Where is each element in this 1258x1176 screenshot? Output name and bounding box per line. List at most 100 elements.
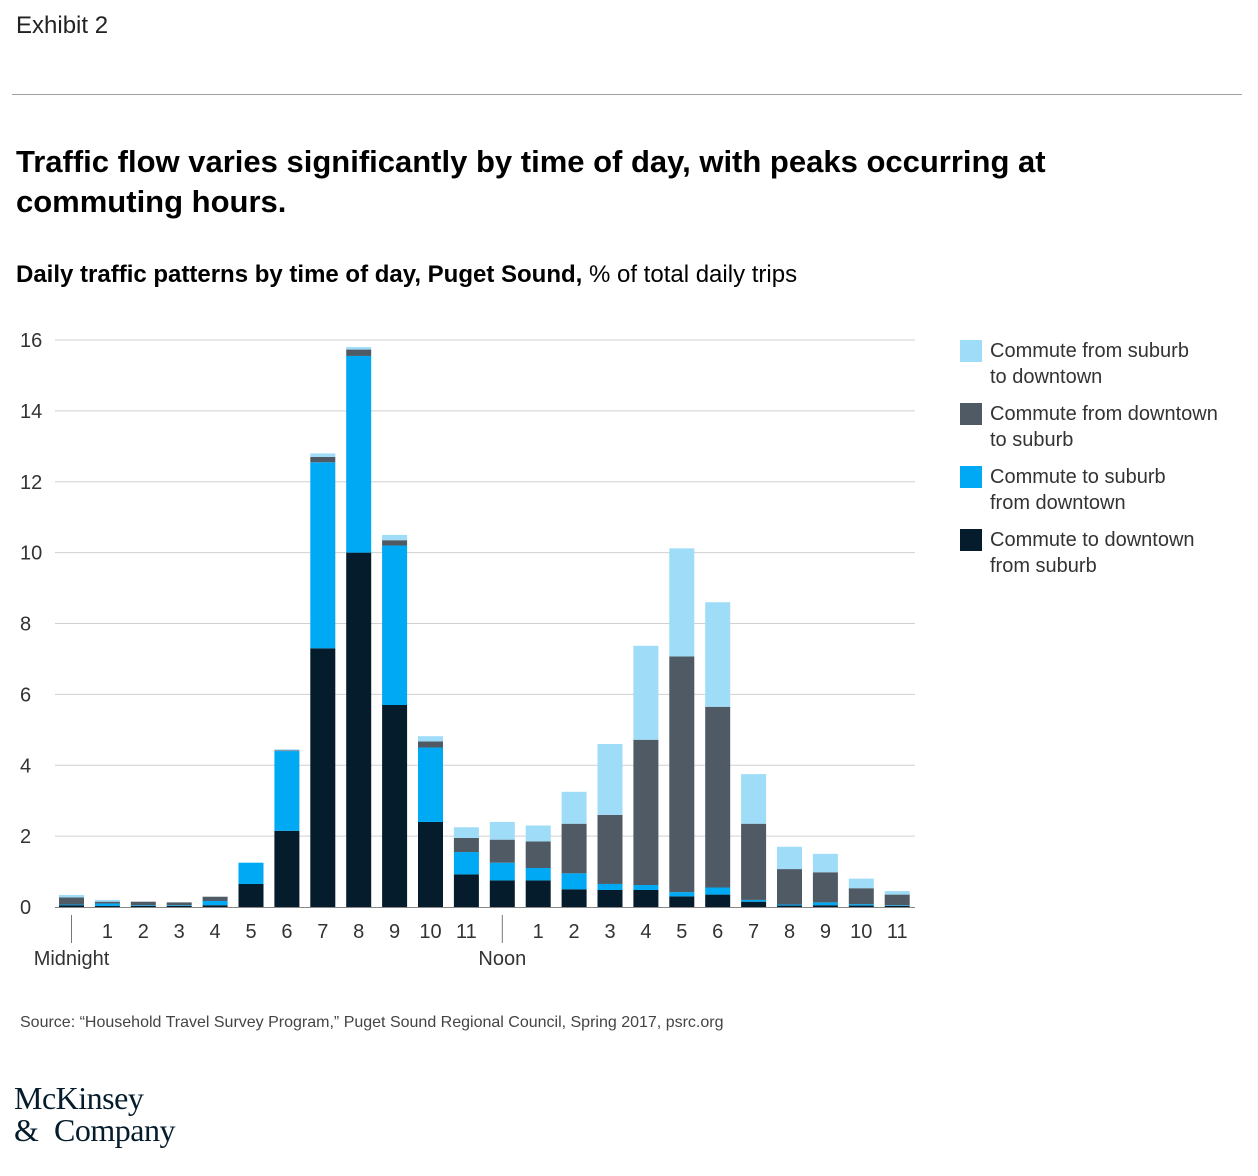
logo-line-2: Company [54, 1112, 175, 1148]
x-tick-label-21: 9 [820, 921, 831, 943]
bar-from_downtown-8 [346, 349, 372, 356]
exhibit-label: Exhibit 2 [16, 12, 109, 39]
x-tick-label-9: 9 [389, 921, 400, 943]
legend-item-to-downtown: Commute to downtown from suburb [960, 527, 1250, 579]
y-tick-label-16: 16 [20, 330, 42, 352]
bar-to_suburb-13 [525, 868, 551, 881]
bar-from_suburb-23 [884, 891, 910, 895]
bar-to_downtown-19 [741, 901, 767, 907]
legend-swatch-from-suburb [960, 340, 982, 362]
x-tick-label-11: 11 [456, 921, 477, 943]
x-tick-label-16: 4 [640, 921, 651, 943]
bar-from_downtown-9 [382, 540, 408, 546]
logo-line-1: McKinsey [14, 1080, 144, 1116]
bar-from_suburb-8 [346, 347, 372, 350]
bar-from_suburb-7 [310, 453, 336, 457]
y-tick-label-0: 0 [20, 897, 31, 919]
bar-from_downtown-21 [812, 872, 838, 903]
bar-from_suburb-9 [382, 534, 408, 541]
bar-to_downtown-2 [130, 905, 156, 907]
bar-to_suburb-17 [669, 892, 695, 897]
bar-to_suburb-5 [238, 862, 264, 884]
bar-to_suburb-3 [166, 905, 192, 906]
legend-label-to-suburb: Commute to suburb from downtown [990, 466, 1166, 514]
legend-swatch-to-downtown [960, 529, 982, 551]
bar-to_downtown-4 [202, 905, 228, 907]
bar-to_suburb-19 [741, 899, 767, 902]
bar-to_suburb-0 [59, 904, 84, 906]
bar-from_downtown-1 [94, 901, 120, 904]
bar-to_suburb-7 [310, 462, 336, 649]
y-tick-label-14: 14 [20, 401, 42, 423]
x-tick-label-4: 4 [210, 921, 221, 943]
bar-from_downtown-6 [274, 750, 300, 752]
bar-from_suburb-1 [94, 899, 120, 902]
bar-from_suburb-15 [597, 743, 623, 815]
grid-layer [55, 339, 915, 837]
bar-from_suburb-13 [525, 825, 551, 842]
bar-to_downtown-7 [310, 648, 336, 907]
x-tick-label-19: 7 [748, 921, 759, 943]
bar-to_downtown-21 [812, 905, 838, 907]
bar-to_downtown-11 [453, 874, 479, 907]
bar-from_suburb-10 [418, 736, 443, 742]
bar-from_downtown-2 [130, 901, 156, 906]
x-tick-label-3: 3 [174, 921, 185, 943]
bar-from_suburb-6 [274, 749, 300, 751]
bar-from_suburb-19 [741, 774, 767, 824]
bar-to_downtown-17 [669, 896, 695, 907]
y-tick-label-6: 6 [20, 684, 31, 706]
bar-to_downtown-23 [884, 905, 910, 907]
chart-headline: Traffic flow varies significantly by tim… [16, 144, 1046, 219]
bar-to_downtown-10 [418, 821, 443, 907]
bar-to_downtown-15 [597, 889, 623, 907]
bar-to_suburb-1 [94, 903, 120, 906]
bar-from_suburb-18 [705, 602, 731, 707]
bar-to_downtown-9 [382, 705, 408, 907]
mckinsey-logo: McKinsey & Company [14, 1082, 175, 1146]
bar-from_suburb-16 [633, 645, 659, 740]
bar-to_downtown-16 [633, 889, 659, 907]
bar-layer [59, 347, 910, 907]
x-tick-label-2: 2 [138, 921, 149, 943]
bar-to_suburb-6 [274, 751, 300, 831]
legend-swatch-to-suburb [960, 466, 982, 488]
bar-from_downtown-13 [525, 841, 551, 869]
bar-to_downtown-0 [59, 905, 84, 907]
bar-to_suburb-21 [812, 902, 838, 906]
bar-to_downtown-3 [166, 905, 192, 907]
y-tick-label-10: 10 [20, 543, 42, 565]
bar-from_downtown-14 [561, 823, 587, 874]
bar-to_suburb-4 [202, 900, 228, 906]
bar-from_downtown-19 [741, 823, 767, 900]
bar-from_downtown-12 [489, 839, 515, 863]
y-tick-label-12: 12 [20, 472, 42, 494]
bar-to_suburb-15 [597, 883, 623, 890]
legend-label-from-suburb: Commute from suburb to downtown [990, 340, 1189, 388]
bar-to_suburb-20 [777, 904, 802, 906]
bar-from_downtown-4 [202, 896, 228, 901]
legend-swatch-from-downtown [960, 403, 982, 425]
bar-from_downtown-23 [884, 894, 910, 906]
y-tick-label-4: 4 [20, 755, 31, 777]
bar-to_downtown-5 [238, 883, 264, 907]
x-tick-label-23: 11 [887, 921, 908, 943]
period-label-noon: Noon [478, 948, 526, 970]
x-tick-label-6: 6 [281, 921, 292, 943]
bar-to_downtown-8 [346, 552, 372, 907]
bar-from_suburb-14 [561, 791, 587, 824]
logo-ampersand: & [14, 1112, 39, 1148]
bar-from_downtown-15 [597, 814, 623, 884]
bar-from_suburb-17 [669, 548, 695, 657]
bar-to_suburb-2 [130, 905, 156, 906]
bar-to_downtown-20 [777, 905, 802, 907]
x-tick-label-18: 6 [712, 921, 723, 943]
bar-from_downtown-18 [705, 706, 731, 888]
x-tick-label-13: 1 [533, 921, 544, 943]
x-tick-label-8: 8 [353, 921, 364, 943]
bar-from_suburb-20 [777, 846, 802, 870]
x-tick-label-17: 5 [676, 921, 687, 943]
subtitle-unit: % of total daily trips [582, 261, 798, 288]
